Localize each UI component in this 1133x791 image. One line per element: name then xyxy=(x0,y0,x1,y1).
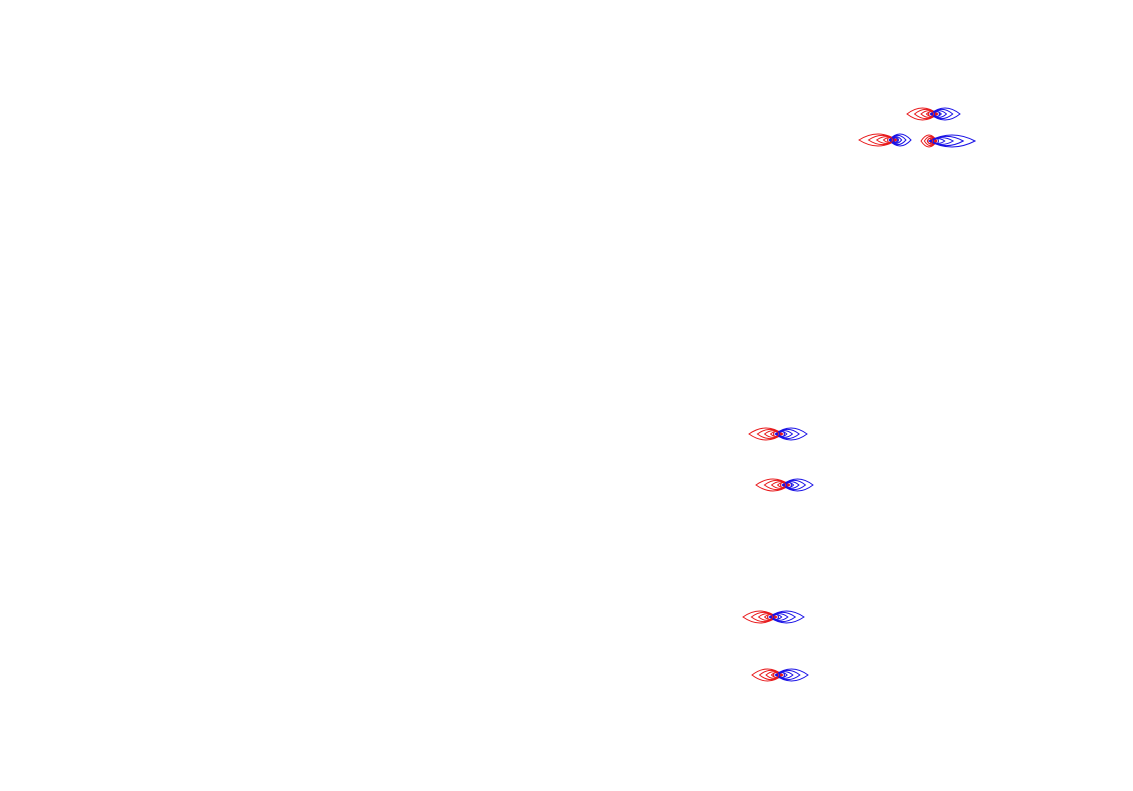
blue-core-marker xyxy=(786,482,792,488)
contour-glyph-5 xyxy=(755,478,814,492)
red-contour-4 xyxy=(763,614,776,620)
red-contour-1 xyxy=(906,107,939,121)
blue-contour-1 xyxy=(888,133,912,147)
blue-core-marker xyxy=(933,138,939,144)
blue-contour-1 xyxy=(774,427,808,441)
blue-contour-2 xyxy=(930,108,954,120)
red-contour-4 xyxy=(769,431,782,437)
red-contour-1 xyxy=(755,478,791,492)
red-core-marker xyxy=(773,672,779,678)
blue-core-marker xyxy=(893,137,899,143)
red-core-marker xyxy=(780,482,786,488)
blue-core-marker xyxy=(779,431,785,437)
red-contour-1 xyxy=(748,427,784,441)
contour-glyph-1 xyxy=(906,107,961,121)
blue-contour-1 xyxy=(927,134,977,148)
red-contour-1 xyxy=(751,668,784,682)
red-contour-4 xyxy=(776,482,789,488)
blue-contour-2 xyxy=(889,134,907,146)
contour-glyph-2 xyxy=(858,133,912,147)
red-contour-1 xyxy=(742,610,778,624)
red-core-marker xyxy=(767,614,773,620)
red-core-marker xyxy=(927,138,933,144)
contour-glyph-3 xyxy=(920,134,977,148)
red-core-marker xyxy=(887,137,893,143)
blue-core-marker xyxy=(779,672,785,678)
contour-glyph-4 xyxy=(748,427,808,441)
blue-core-marker xyxy=(773,614,779,620)
blue-contour-1 xyxy=(781,478,814,492)
red-core-marker xyxy=(928,111,934,117)
blue-core-marker xyxy=(934,111,940,117)
contour-glyph-6 xyxy=(742,610,805,624)
red-contour-1 xyxy=(920,134,938,148)
blue-contour-1 xyxy=(774,668,809,682)
glyph-layer xyxy=(742,107,977,682)
blue-contour-1 xyxy=(768,610,805,624)
red-contour-4 xyxy=(882,137,896,143)
red-core-marker xyxy=(773,431,779,437)
contour-glyph-7 xyxy=(751,668,809,682)
blue-contour-1 xyxy=(929,107,961,121)
red-contour-2 xyxy=(923,135,937,147)
blue-contour-2 xyxy=(782,479,807,491)
